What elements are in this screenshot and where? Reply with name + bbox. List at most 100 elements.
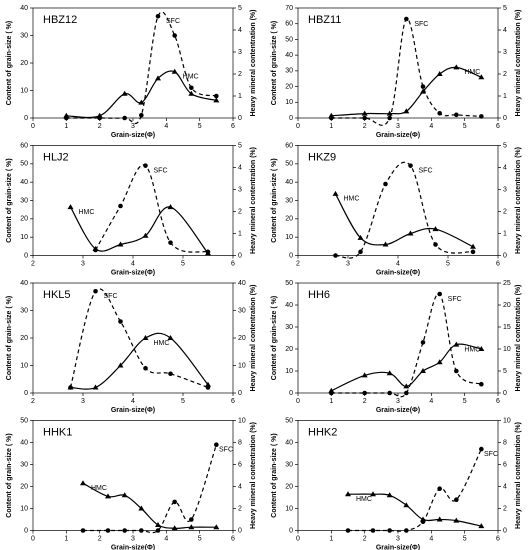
y-tick-label: 40 <box>20 5 28 12</box>
y-tick-label: 10 <box>285 99 293 106</box>
y-tick-label: 40 <box>285 52 293 59</box>
y2-tick-label: 1 <box>503 230 507 237</box>
marker <box>96 112 103 118</box>
y2-tick-label: 1 <box>503 93 507 100</box>
marker <box>382 241 389 247</box>
marker <box>403 108 410 114</box>
marker <box>172 499 177 505</box>
y2-tick-label: 10 <box>238 417 246 424</box>
marker <box>328 112 335 118</box>
marker <box>168 371 173 377</box>
x-tick-label: 0 <box>31 123 35 130</box>
marker <box>479 114 484 119</box>
panel: 0 1 2 3 4 5 6010203040500246810HHK2Grain-size(… <box>271 417 522 550</box>
y2-tick-label: 0 <box>238 252 242 259</box>
x-tick-label: 2 <box>363 398 367 405</box>
marker <box>478 523 485 529</box>
y2-tick-label: 20 <box>238 335 246 342</box>
marker <box>432 226 439 232</box>
marker <box>386 110 393 116</box>
marker <box>142 335 149 340</box>
chart-title: HBZ11 <box>308 14 341 26</box>
series-line <box>335 161 474 259</box>
marker <box>420 516 426 522</box>
marker <box>143 365 148 371</box>
marker <box>167 335 174 340</box>
chart-title: HHK2 <box>308 426 337 438</box>
marker <box>188 524 195 530</box>
y2-tick-label: 2 <box>238 208 242 215</box>
marker <box>361 372 368 378</box>
marker <box>404 528 409 533</box>
marker <box>470 243 476 249</box>
y-tick-label: 10 <box>285 368 293 375</box>
series-label: HMC <box>154 340 170 347</box>
y-tick-label: 50 <box>285 280 293 287</box>
marker <box>118 203 123 209</box>
y2-tick-label: 4 <box>503 483 507 490</box>
y2-tick-label: 8 <box>238 439 242 446</box>
y-tick-label: 60 <box>20 142 28 149</box>
series-label: SFC <box>166 18 180 25</box>
series-line <box>69 288 209 389</box>
y-tick-label: 70 <box>285 5 293 12</box>
x-tick-label: 5 <box>198 123 202 130</box>
marker <box>171 525 178 531</box>
y-tick-label: 30 <box>20 307 28 314</box>
marker <box>172 33 177 38</box>
series-line <box>66 70 217 119</box>
marker <box>92 384 99 390</box>
y-tick-label: 30 <box>285 197 293 204</box>
marker <box>345 528 351 533</box>
y2-tick-label: 5 <box>503 142 507 149</box>
y2-tick-label: 4 <box>503 164 507 171</box>
x-tick-label: 2 <box>363 535 367 542</box>
y-tick-label: 0 <box>24 252 28 259</box>
marker <box>189 517 194 522</box>
marker <box>420 368 426 373</box>
marker <box>479 381 484 387</box>
y-tick-label: 10 <box>285 505 293 512</box>
panel: 0 1 2 3 4 5 6010203040012345HBZ12Grain-size(Φ)… <box>6 5 257 139</box>
x-tick-label: 1 <box>64 535 68 542</box>
x-tick-label: 1 <box>64 123 68 130</box>
marker <box>188 90 195 96</box>
marker <box>155 528 161 533</box>
y2-tick-label: 4 <box>503 27 507 34</box>
marker <box>155 522 161 527</box>
x-tick-label: 0 <box>296 123 300 130</box>
marker <box>80 528 86 533</box>
y2-tick-label: 3 <box>238 49 242 56</box>
y-tick-label: 0 <box>289 527 293 534</box>
marker <box>362 390 367 396</box>
marker <box>80 480 86 486</box>
marker <box>345 491 351 497</box>
y-tick-label: 10 <box>20 234 28 241</box>
y-tick-label: 20 <box>285 346 293 353</box>
series-label: HMC <box>344 196 360 203</box>
panel: 0 1 2 3 4 5 6010203040500246810HHK1Grain-size(… <box>6 417 257 550</box>
marker <box>118 319 123 324</box>
marker <box>167 204 174 210</box>
marker <box>93 288 98 294</box>
y-tick-label: 10 <box>20 87 28 94</box>
y2-tick-label: 20 <box>503 302 511 309</box>
y-tick-label: 50 <box>20 417 28 424</box>
y2-tick-label: 0 <box>238 115 242 122</box>
y-tick-label: 10 <box>285 234 293 241</box>
series-label: HMC <box>356 496 372 503</box>
x-axis-label: Grain-size(Φ) <box>111 132 155 139</box>
marker <box>214 93 219 99</box>
y-tick-label: 60 <box>285 21 293 28</box>
series-label: SFC <box>448 296 462 303</box>
marker <box>105 528 111 533</box>
chart-title: HBZ12 <box>43 14 77 26</box>
y-tick-label: 30 <box>20 197 28 204</box>
marker <box>205 250 211 256</box>
marker <box>214 442 219 448</box>
x-tick-label: 4 <box>429 123 433 130</box>
x-axis-label: Grain-size(Φ) <box>376 132 420 139</box>
y2-tick-label: 4 <box>238 483 242 490</box>
marker <box>387 528 392 533</box>
